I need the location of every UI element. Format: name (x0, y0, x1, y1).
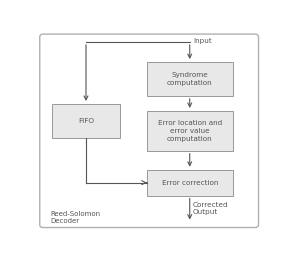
FancyBboxPatch shape (52, 104, 120, 138)
Text: Reed-Solomon
Decoder: Reed-Solomon Decoder (50, 211, 100, 224)
Text: Syndrome
computation: Syndrome computation (167, 72, 212, 86)
Text: Error correction: Error correction (162, 180, 218, 186)
FancyBboxPatch shape (147, 111, 233, 151)
FancyBboxPatch shape (40, 34, 258, 227)
Text: Corrected
Output: Corrected Output (193, 202, 229, 215)
Text: Error location and
error value
computation: Error location and error value computati… (158, 120, 222, 142)
FancyBboxPatch shape (147, 62, 233, 96)
Text: Input: Input (193, 38, 212, 44)
Text: FIFO: FIFO (78, 118, 94, 124)
FancyBboxPatch shape (147, 170, 233, 196)
